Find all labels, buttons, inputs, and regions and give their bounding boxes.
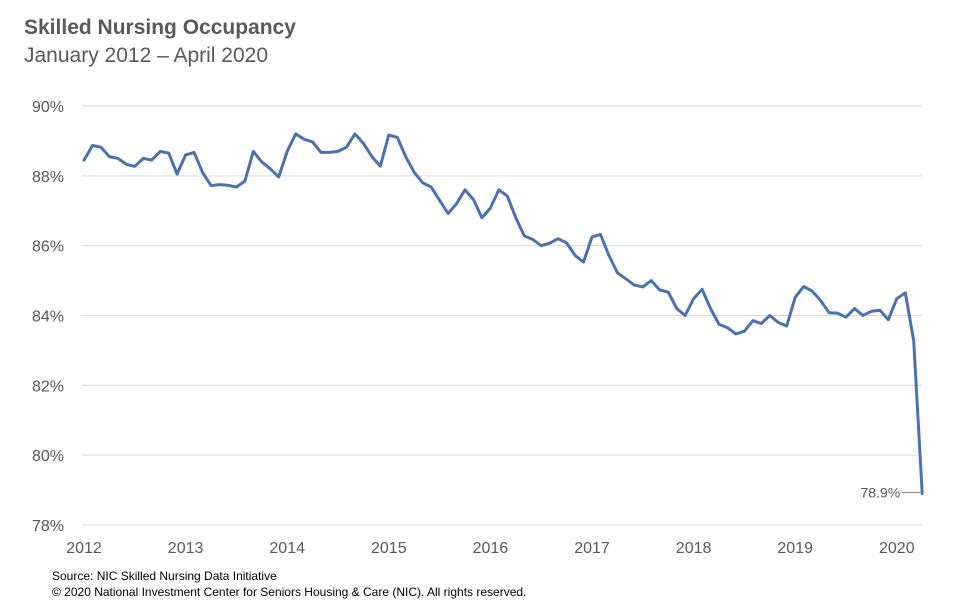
y-tick-label: 80%	[32, 448, 64, 465]
annotation-label: 78.9%	[860, 485, 900, 501]
y-tick-label: 82%	[32, 378, 64, 395]
y-tick-label: 78%	[32, 518, 64, 535]
x-tick-label: 2018	[676, 540, 712, 557]
x-axis-tick-labels: 2012 2013 2014 2015 2016 2017 2018 2019 2020	[66, 540, 914, 557]
series-layer	[82, 132, 924, 496]
x-tick-label: 2013	[168, 540, 204, 557]
source-line: Source: NIC Skilled Nursing Data Initiat…	[52, 569, 277, 583]
x-tick-label: 2017	[574, 540, 610, 557]
y-tick-label: 86%	[32, 239, 64, 256]
y-tick-label: 84%	[32, 309, 64, 326]
copyright-line: © 2020 National Investment Center for Se…	[52, 585, 527, 599]
y-tick-label: 88%	[32, 169, 64, 186]
chart-subtitle: January 2012 – April 2020	[24, 44, 269, 67]
grid-lines	[82, 105, 922, 526]
x-tick-label: 2016	[473, 540, 509, 557]
chart-title: Skilled Nursing Occupancy	[24, 16, 296, 39]
x-tick-label: 2020	[879, 540, 915, 557]
y-axis-tick-labels: 78% 80% 82% 84% 86% 88% 90%	[32, 99, 64, 535]
x-tick-label: 2014	[269, 540, 305, 557]
source-note: Source: NIC Skilled Nursing Data Initiat…	[52, 568, 526, 600]
y-tick-label: 90%	[32, 99, 64, 116]
annotation-layer: 78.9%	[860, 485, 921, 501]
x-tick-label: 2019	[777, 540, 813, 557]
x-tick-label: 2012	[66, 540, 102, 557]
occupancy-series-line	[82, 132, 924, 496]
x-tick-label: 2015	[371, 540, 407, 557]
